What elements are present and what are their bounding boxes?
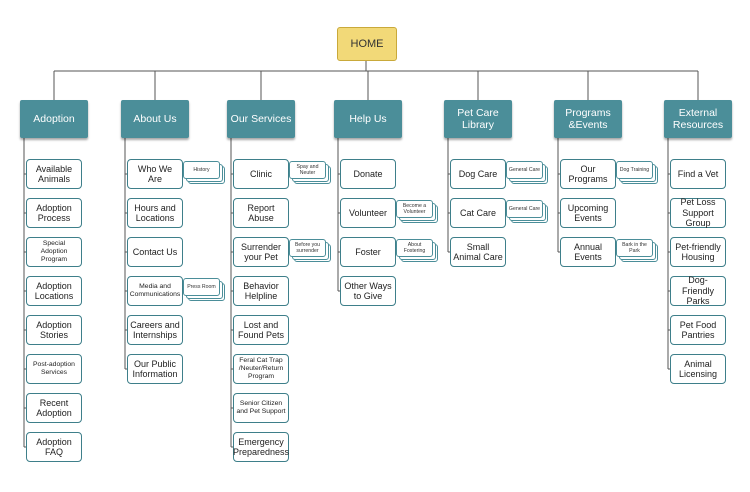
page-node-dog-care[interactable]: Dog Care xyxy=(450,159,506,189)
page-node-lost-and-found-pets[interactable]: Lost and Found Pets xyxy=(233,315,289,345)
page-node-annual-events[interactable]: Annual Events xyxy=(560,237,616,267)
page-node-hours-and-locations[interactable]: Hours and Locations xyxy=(127,198,183,228)
subpage-stack-about-fostering[interactable]: About Fostering xyxy=(396,239,438,262)
page-node-small-animal-care[interactable]: Small Animal Care xyxy=(450,237,506,267)
subpage-stack-before-you-surrender[interactable]: Before you surrender xyxy=(289,239,331,262)
category-help-us[interactable]: Help Us xyxy=(334,100,402,138)
subpage-stack-bark-in-the-park[interactable]: Bark in the Park xyxy=(616,239,658,262)
page-node-who-we-are[interactable]: Who We Are xyxy=(127,159,183,189)
subpage-stack-general-care[interactable]: General Care xyxy=(506,200,548,223)
category-about-us[interactable]: About Us xyxy=(121,100,189,138)
page-node-clinic[interactable]: Clinic xyxy=(233,159,289,189)
page-node-behavior-helpline[interactable]: Behavior Helpline xyxy=(233,276,289,306)
page-node-cat-care[interactable]: Cat Care xyxy=(450,198,506,228)
page-node-senior-citizen-and-pet-support[interactable]: Senior Citizen and Pet Support xyxy=(233,393,289,423)
subpage-stack-history[interactable]: History xyxy=(183,161,225,184)
subpage-stack-dog-training[interactable]: Dog Training xyxy=(616,161,658,184)
subpage-become-a-volunteer[interactable]: Become a Volunteer xyxy=(396,200,433,218)
page-node-surrender-your-pet[interactable]: Surrender your Pet xyxy=(233,237,289,267)
page-node-media-and-communications[interactable]: Media and Communications xyxy=(127,276,183,306)
subpage-spay-and-neuter[interactable]: Spay and Neuter xyxy=(289,161,326,179)
category-our-services[interactable]: Our Services xyxy=(227,100,295,138)
page-node-find-a-vet[interactable]: Find a Vet xyxy=(670,159,726,189)
page-node-volunteer[interactable]: Volunteer xyxy=(340,198,396,228)
page-node-adoption-locations[interactable]: Adoption Locations xyxy=(26,276,82,306)
page-node-our-programs[interactable]: Our Programs xyxy=(560,159,616,189)
page-node-upcoming-events[interactable]: Upcoming Events xyxy=(560,198,616,228)
subpage-general-care[interactable]: General Care xyxy=(506,161,543,179)
page-node-animal-licensing[interactable]: Animal Licensing xyxy=(670,354,726,384)
page-node-other-ways-to-give[interactable]: Other Ways to Give xyxy=(340,276,396,306)
page-node-feral-cat-trap-neuter-return-program[interactable]: Feral Cat Trap /Neuter/Return Program xyxy=(233,354,289,384)
page-node-adoption-stories[interactable]: Adoption Stories xyxy=(26,315,82,345)
subpage-stack-become-a-volunteer[interactable]: Become a Volunteer xyxy=(396,200,438,223)
page-node-adoption-process[interactable]: Adoption Process xyxy=(26,198,82,228)
subpage-history[interactable]: History xyxy=(183,161,220,179)
category-external-resources[interactable]: External Resources xyxy=(664,100,732,138)
page-node-pet-food-pantries[interactable]: Pet Food Pantries xyxy=(670,315,726,345)
page-node-dog-friendly-parks[interactable]: Dog-Friendly Parks xyxy=(670,275,726,306)
page-node-special-adoption-program[interactable]: Special Adoption Program xyxy=(26,237,82,267)
category-adoption[interactable]: Adoption xyxy=(20,100,88,138)
page-node-pet-loss-support-group[interactable]: Pet Loss Support Group xyxy=(670,197,726,228)
subpage-about-fostering[interactable]: About Fostering xyxy=(396,239,433,257)
page-node-adoption-faq[interactable]: Adoption FAQ xyxy=(26,432,82,462)
page-node-available-animals[interactable]: Available Animals xyxy=(26,159,82,189)
subpage-bark-in-the-park[interactable]: Bark in the Park xyxy=(616,239,653,257)
page-node-pet-friendly-housing[interactable]: Pet-friendly Housing xyxy=(670,237,726,267)
page-node-our-public-information[interactable]: Our Public Information xyxy=(127,354,183,384)
page-node-recent-adoption[interactable]: Recent Adoption xyxy=(26,393,82,423)
category-pet-care-library[interactable]: Pet Care Library xyxy=(444,100,512,138)
page-node-contact-us[interactable]: Contact Us xyxy=(127,237,183,267)
subpage-dog-training[interactable]: Dog Training xyxy=(616,161,653,179)
subpage-before-you-surrender[interactable]: Before you surrender xyxy=(289,239,326,257)
subpage-press-room[interactable]: Press Room xyxy=(183,278,220,296)
subpage-stack-spay-and-neuter[interactable]: Spay and Neuter xyxy=(289,161,331,184)
home-node[interactable]: HOME xyxy=(337,27,397,61)
page-node-post-adoption-services[interactable]: Post-adoption Services xyxy=(26,354,82,384)
subpage-general-care[interactable]: General Care xyxy=(506,200,543,218)
page-node-report-abuse[interactable]: Report Abuse xyxy=(233,198,289,228)
subpage-stack-general-care[interactable]: General Care xyxy=(506,161,548,184)
category-programs-events[interactable]: Programs &Events xyxy=(554,100,622,138)
page-node-careers-and-internships[interactable]: Careers and Internships xyxy=(127,315,183,345)
page-node-foster[interactable]: Foster xyxy=(340,237,396,267)
page-node-emergency-preparedness[interactable]: Emergency Preparedness xyxy=(233,432,289,462)
page-node-donate[interactable]: Donate xyxy=(340,159,396,189)
subpage-stack-press-room[interactable]: Press Room xyxy=(183,278,225,301)
